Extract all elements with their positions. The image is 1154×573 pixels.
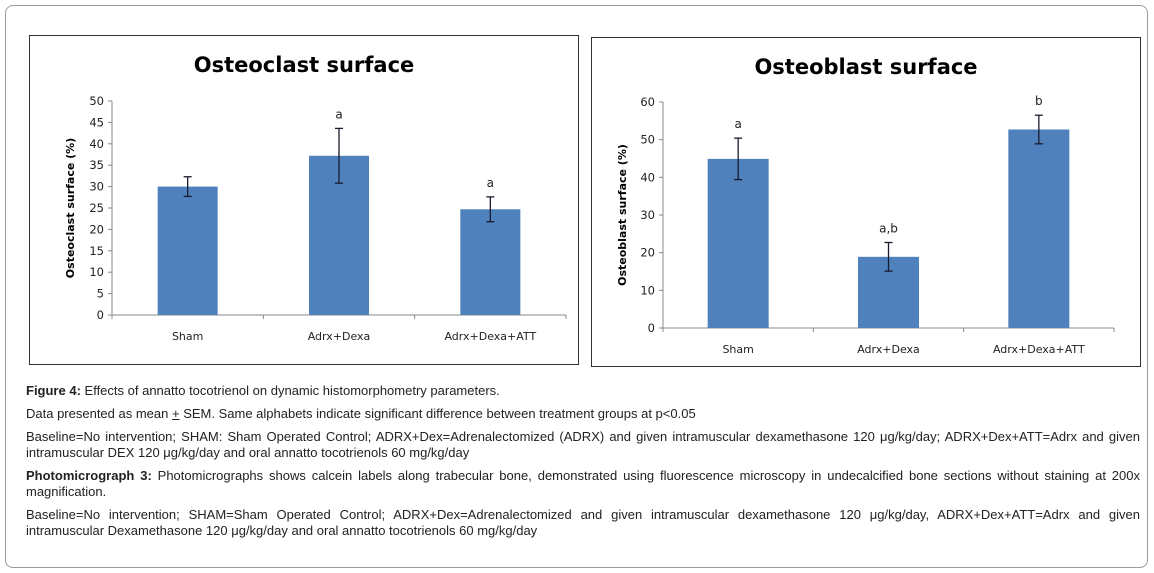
- y-axis-label: Osteoclast surface (%): [64, 138, 77, 278]
- baseline-note-2: Baseline=No intervention; SHAM=Sham Oper…: [26, 507, 1140, 538]
- plus-minus-sign: +: [171, 406, 180, 421]
- bar: [157, 186, 218, 315]
- chart-title: Osteoblast surface: [754, 55, 977, 79]
- y-tick-label: 40: [89, 137, 104, 151]
- bar: [460, 209, 521, 315]
- x-tick-label: Adrx+Dexa: [308, 330, 371, 343]
- y-tick-label: 50: [89, 94, 104, 108]
- photomicrograph-caption: Photomicrograph 3: Photomicrographs show…: [26, 468, 1140, 500]
- y-tick-label: 10: [640, 283, 655, 297]
- figure-caption-line: Figure 4: Effects of annatto tocotrienol…: [26, 383, 1140, 399]
- figure-label: Figure 4:: [26, 383, 81, 398]
- photo-text: Photomicrographs shows calcein labels al…: [26, 468, 1140, 499]
- y-axis-label: Osteoblast surface (%): [616, 144, 629, 286]
- y-tick-label: 25: [89, 201, 104, 215]
- baseline-note-1: Baseline=No intervention; SHAM: Sham Ope…: [26, 429, 1140, 460]
- y-tick-label: 20: [89, 222, 104, 236]
- y-tick-label: 45: [89, 115, 104, 129]
- figure-text: Effects of annatto tocotrienol on dynami…: [80, 383, 500, 398]
- y-tick-label: 40: [640, 170, 655, 184]
- y-tick-label: 30: [640, 208, 655, 222]
- osteoclast-chart: Osteoclast surface Osteoclast surface (%…: [64, 53, 567, 343]
- x-tick-label: Adrx+Dexa+ATT: [444, 330, 536, 343]
- y-tick-label: 0: [97, 308, 104, 322]
- y-tick-label: 20: [640, 246, 655, 260]
- x-tick-label: Sham: [722, 343, 753, 356]
- y-tick-label: 5: [97, 287, 104, 301]
- significance-label: a: [487, 176, 494, 190]
- data-note-pre: Data presented as mean: [26, 406, 172, 421]
- y-tick-label: 10: [89, 265, 104, 279]
- bar: [707, 158, 769, 328]
- osteoblast-chart: Osteoblast surface Osteoblast surface (%…: [616, 55, 1115, 356]
- y-tick-label: 60: [640, 95, 655, 109]
- bar: [1008, 129, 1070, 328]
- significance-label: a,b: [879, 221, 898, 235]
- osteoblast-chart-box: Osteoblast surface Osteoblast surface (%…: [591, 37, 1141, 367]
- y-tick-label: 50: [640, 133, 655, 147]
- significance-label: a: [734, 117, 741, 131]
- data-note: Data presented as mean + SEM. Same alpha…: [26, 406, 1140, 422]
- data-note-post: SEM. Same alphabets indicate significant…: [179, 406, 696, 421]
- figure-frame: [5, 5, 1148, 568]
- photo-label: Photomicrograph 3:: [26, 468, 152, 483]
- y-tick-label: 35: [89, 158, 104, 172]
- y-tick-label: 15: [89, 244, 104, 258]
- chart-title: Osteoclast surface: [194, 53, 415, 77]
- osteoclast-chart-box: Osteoclast surface Osteoclast surface (%…: [29, 35, 579, 365]
- figure-caption: Figure 4: Effects of annatto tocotrienol…: [26, 383, 1140, 546]
- y-tick-label: 30: [89, 180, 104, 194]
- x-tick-label: Adrx+Dexa: [857, 343, 920, 356]
- significance-label: b: [1035, 94, 1043, 108]
- x-tick-label: Sham: [172, 330, 203, 343]
- x-tick-label: Adrx+Dexa+ATT: [993, 343, 1085, 356]
- y-tick-label: 0: [648, 321, 655, 335]
- significance-label: a: [335, 107, 342, 121]
